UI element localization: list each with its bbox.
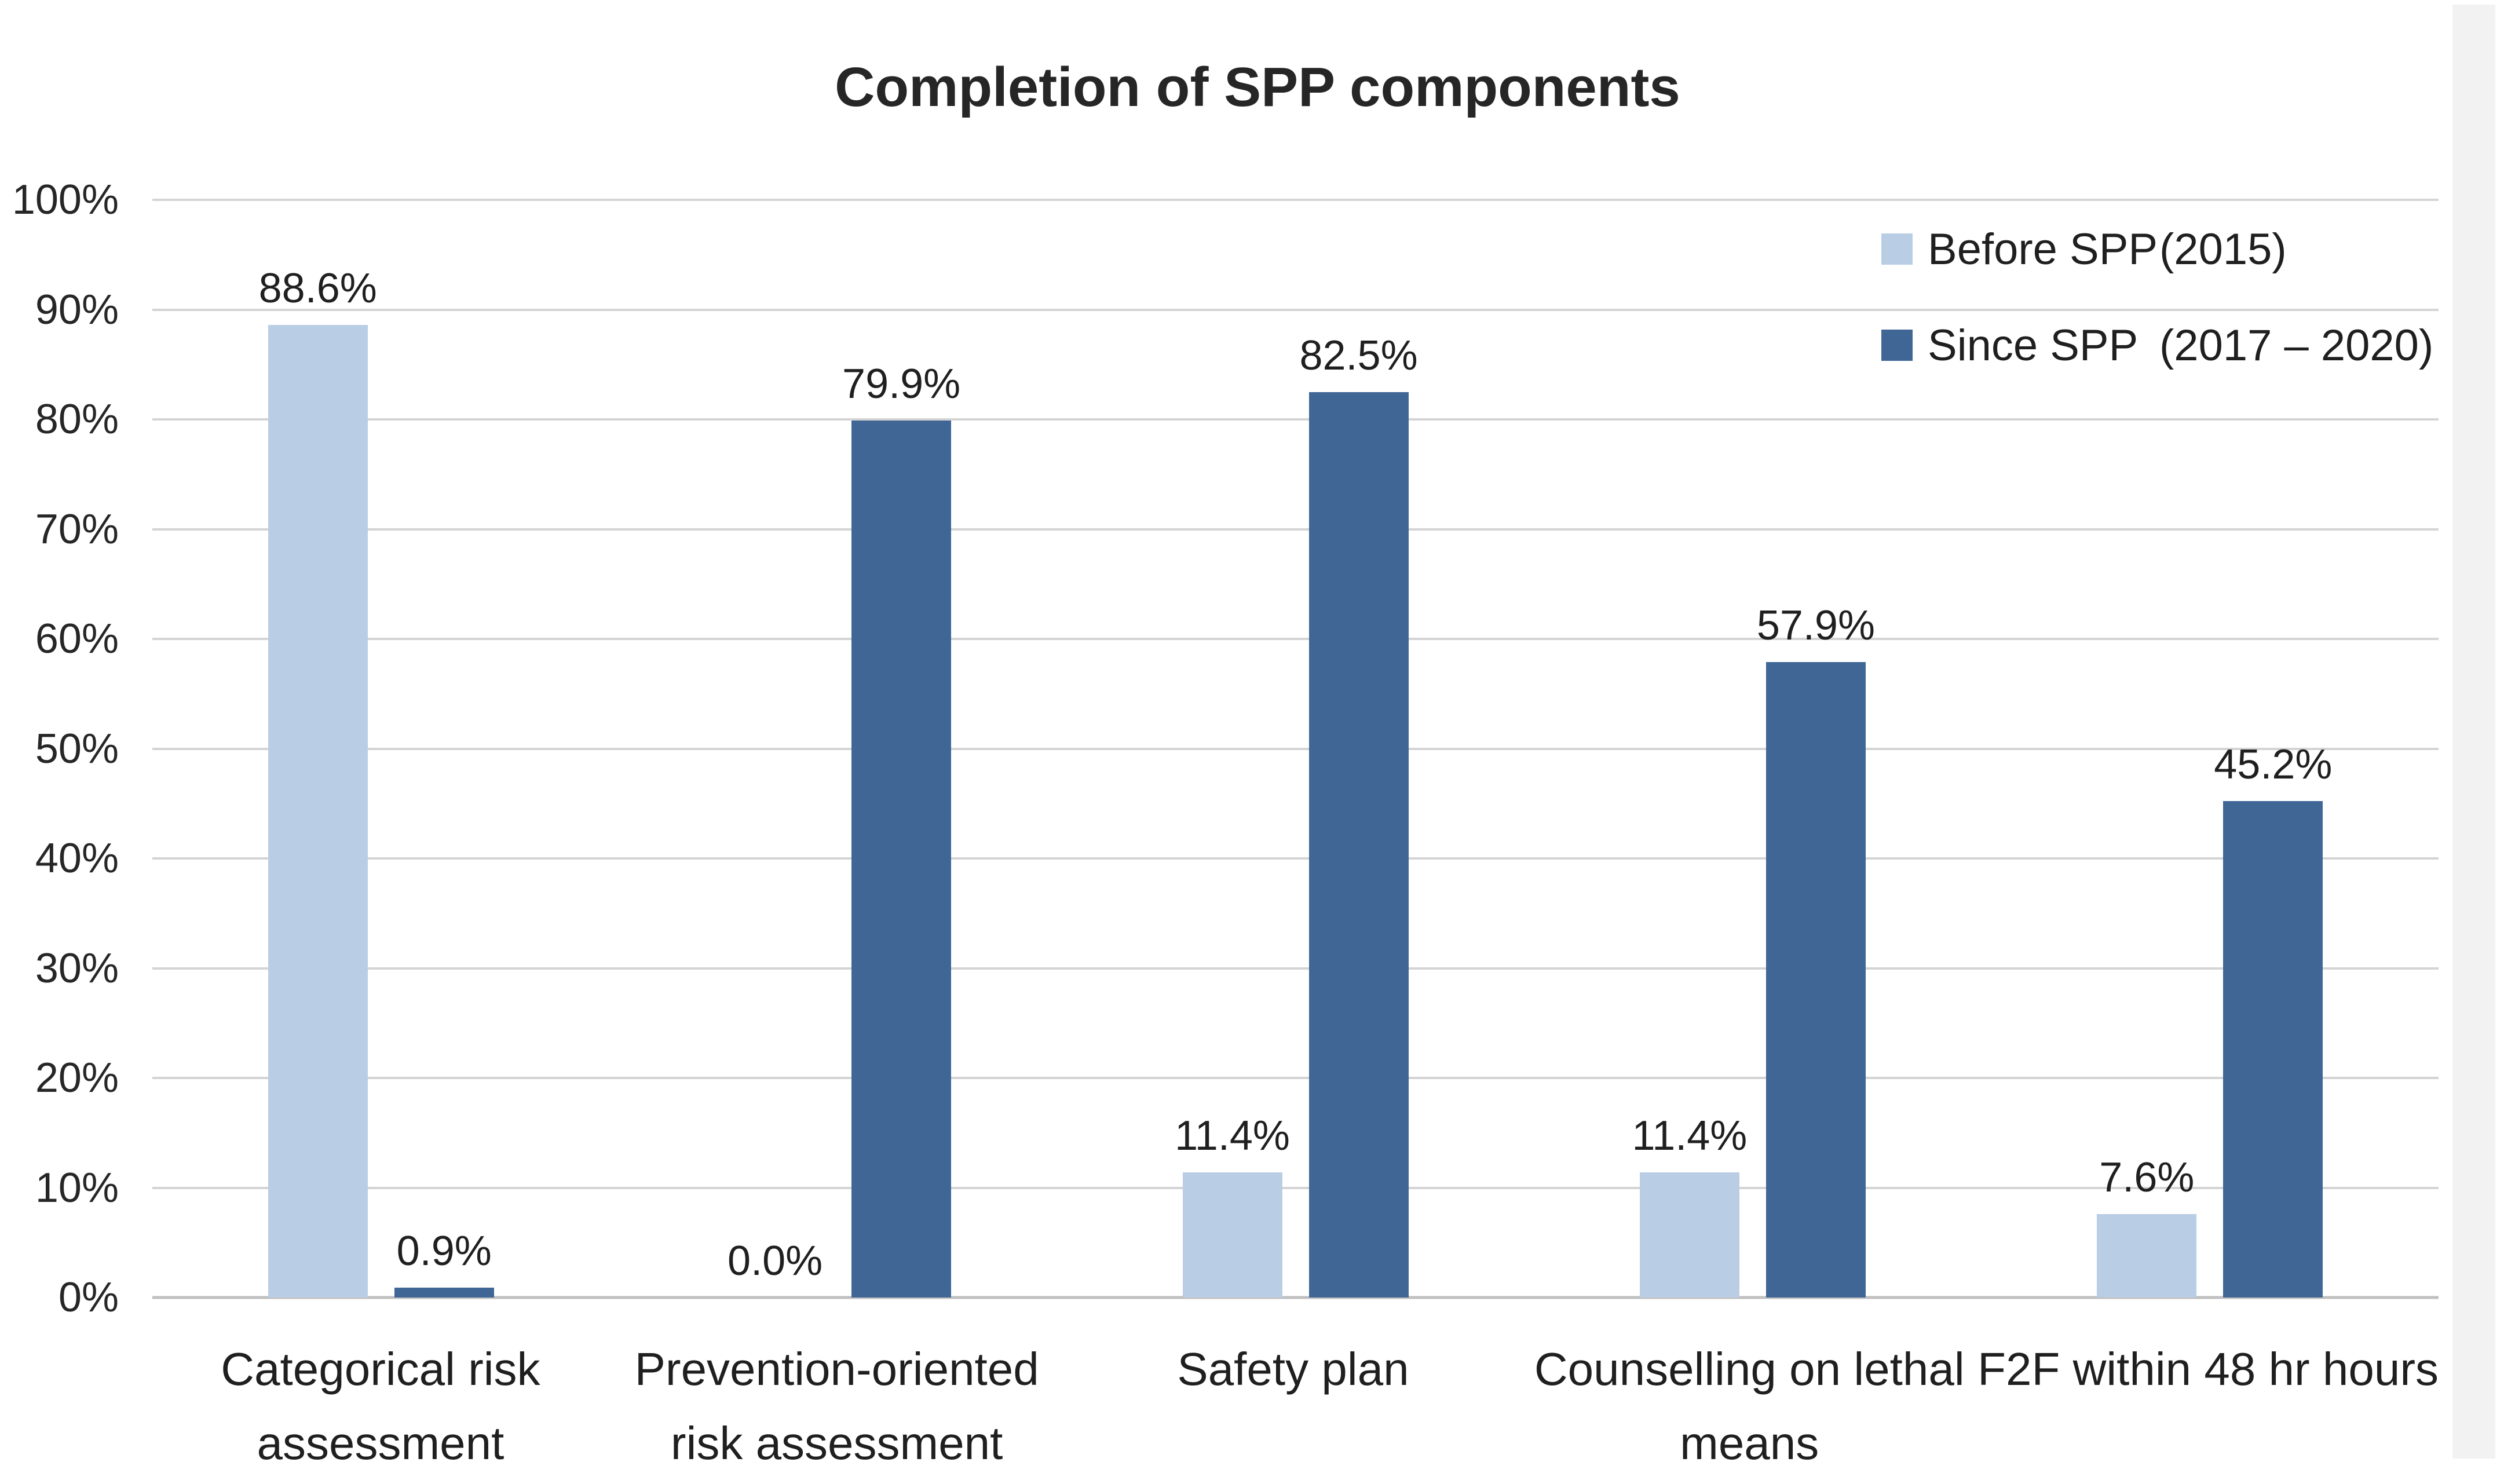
bar-before-spp xyxy=(2097,1213,2197,1297)
bar-before-spp xyxy=(1639,1172,1739,1297)
value-label: 11.4% xyxy=(1632,1112,1748,1159)
x-category-text: Counselling on lethal means xyxy=(1534,1343,1965,1469)
bar-column: 0.9% xyxy=(394,200,494,1297)
y-tick-label: 80% xyxy=(35,396,119,443)
x-category-text: F2F within 48 hr hours xyxy=(1977,1343,2439,1395)
x-category-label: Categorical risk assessment xyxy=(152,1332,609,1481)
legend-label: Before SPP xyxy=(1928,224,2158,274)
bar-column: 88.6% xyxy=(259,200,377,1297)
x-category-label: Safety plan xyxy=(1065,1332,1522,1481)
x-category-text: Prevention-oriented risk assessment xyxy=(634,1343,1039,1469)
y-tick-label: 70% xyxy=(35,506,119,553)
x-category-text: Safety plan xyxy=(1177,1343,1409,1395)
bar-column: 11.4% xyxy=(1175,200,1290,1297)
x-category-label: Counselling on lethal means xyxy=(1521,1332,1977,1481)
x-axis-baseline xyxy=(152,1296,2439,1299)
plot-area: 88.6% 0.9% 0.0% 79.9% xyxy=(152,199,2439,1299)
legend-period: (2017 – 2020) xyxy=(2159,320,2434,370)
gridline-50 xyxy=(152,747,2439,750)
bar-since-spp xyxy=(851,420,952,1297)
value-label: 79.9% xyxy=(842,360,961,407)
y-tick-label: 20% xyxy=(35,1055,119,1101)
value-label: 0.0% xyxy=(728,1238,823,1284)
legend-swatch-since-spp xyxy=(1881,330,1913,361)
y-axis: 100% 90% 80% 70% 60% 50% 40% 30% 20% 10%… xyxy=(0,177,119,1321)
bar-since-spp xyxy=(1308,392,1409,1297)
y-tick-label: 100% xyxy=(12,177,119,223)
value-label: 7.6% xyxy=(2099,1154,2195,1201)
bar-since-spp xyxy=(1765,661,1866,1297)
bar-before-spp xyxy=(268,325,368,1297)
gridline-10 xyxy=(152,1186,2439,1189)
bar-column: 0.0% xyxy=(725,200,825,1297)
value-label: 45.2% xyxy=(2214,741,2333,788)
legend-swatch-before-spp xyxy=(1881,233,1913,265)
chart-title: Completion of SPP components xyxy=(835,56,1680,118)
bar-column: 7.6% xyxy=(2097,200,2197,1297)
y-tick-label: 60% xyxy=(35,616,119,662)
legend-period: (2015) xyxy=(2159,224,2287,274)
y-tick-label: 10% xyxy=(35,1164,119,1211)
bar-before-spp xyxy=(1182,1172,1282,1297)
value-label: 0.9% xyxy=(396,1227,492,1274)
page-edge-shading xyxy=(2452,5,2495,1459)
bar-column: 82.5% xyxy=(1299,200,1418,1297)
bar-column: 79.9% xyxy=(842,200,960,1297)
bar-column: 11.4% xyxy=(1632,200,1747,1297)
bar-group-safety-plan: 11.4% 82.5% xyxy=(1067,200,1524,1297)
gridline-40 xyxy=(152,857,2439,860)
value-label: 88.6% xyxy=(258,265,377,312)
bar-group-counselling-on-lethal-means: 11.4% 57.9% xyxy=(1524,200,1981,1297)
value-label: 57.9% xyxy=(1756,602,1875,649)
legend: Before SPP (2015) Since SPP (2017 – 2020… xyxy=(1881,223,2433,415)
legend-label: Since SPP xyxy=(1928,320,2139,370)
y-tick-label: 50% xyxy=(35,725,119,772)
gridline-70 xyxy=(152,528,2439,531)
y-tick-label: 40% xyxy=(35,835,119,882)
y-tick-label: 30% xyxy=(35,945,119,992)
gridline-60 xyxy=(152,638,2439,640)
bar-group-categorical-risk-assessment: 88.6% 0.9% xyxy=(152,200,609,1297)
y-tick-label: 0% xyxy=(58,1274,119,1321)
bar-column: 45.2% xyxy=(2214,200,2332,1297)
bar-column: 57.9% xyxy=(1757,200,1875,1297)
gridline-20 xyxy=(152,1077,2439,1079)
legend-entry-since-spp: Since SPP (2017 – 2020) xyxy=(1881,319,2433,371)
bar-group-prevention-oriented-risk-assessment: 0.0% 79.9% xyxy=(609,200,1066,1297)
y-tick-label: 90% xyxy=(35,286,119,333)
x-category-label: F2F within 48 hr hours xyxy=(1977,1332,2439,1481)
x-category-text: Categorical risk assessment xyxy=(221,1343,540,1469)
bar-group-f2f-within-48-hr-hours: 7.6% 45.2% xyxy=(1982,200,2439,1297)
bar-since-spp xyxy=(394,1287,494,1297)
gridline-100 xyxy=(152,199,2439,201)
legend-entry-before-spp: Before SPP (2015) xyxy=(1881,223,2433,275)
x-category-label: Prevention-oriented risk assessment xyxy=(609,1332,1065,1481)
gridline-90 xyxy=(152,308,2439,311)
bar-groups: 88.6% 0.9% 0.0% 79.9% xyxy=(152,200,2439,1297)
gridline-80 xyxy=(152,418,2439,421)
gridline-30 xyxy=(152,967,2439,970)
value-label: 11.4% xyxy=(1175,1112,1290,1159)
bar-since-spp xyxy=(2223,801,2323,1297)
value-label: 82.5% xyxy=(1299,332,1418,379)
x-axis-labels: Categorical risk assessment Prevention-o… xyxy=(152,1332,2439,1481)
